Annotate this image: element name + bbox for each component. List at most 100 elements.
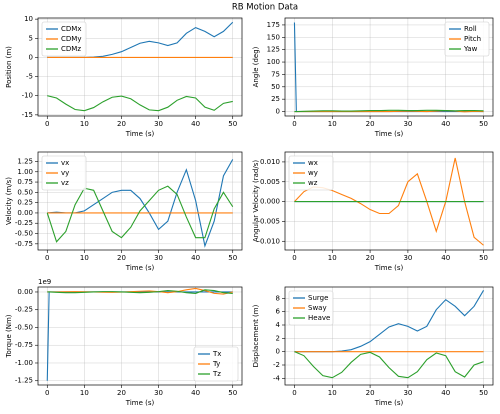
series-line xyxy=(47,289,233,294)
y-tick-label: 75 xyxy=(271,70,280,78)
x-tick-label: 20 xyxy=(117,254,126,262)
y-tick-label: 4 xyxy=(276,321,281,329)
y-axis-label: Velocity (m/s) xyxy=(5,177,13,225)
legend-label: vz xyxy=(61,179,69,187)
legend-label: wx xyxy=(308,159,318,167)
y-tick-label: -0.25 xyxy=(15,306,33,314)
y-tick-label: -15 xyxy=(22,111,33,119)
y-tick-label: -0.75 xyxy=(15,341,33,349)
x-tick-label: 20 xyxy=(366,389,375,397)
y-tick-label: 1.25 xyxy=(17,157,33,165)
legend-label: wz xyxy=(308,179,318,187)
y-axis-label: Angle (deg) xyxy=(252,46,260,87)
x-axis-label: Time (s) xyxy=(374,264,404,272)
axes-frame xyxy=(37,17,243,117)
x-tick-label: 40 xyxy=(441,254,450,262)
legend-label: Tx xyxy=(212,350,221,358)
x-tick-label: 50 xyxy=(228,254,237,262)
series-line xyxy=(294,109,484,113)
x-tick-label: 40 xyxy=(191,120,200,128)
y-tick-label: -0.50 xyxy=(15,230,33,238)
y-tick-label: 0.00 xyxy=(17,288,33,296)
legend-box xyxy=(41,155,87,191)
y-tick-label: 175 xyxy=(267,21,280,29)
axes-frame xyxy=(284,17,494,117)
legend-box xyxy=(444,21,490,57)
y-tick-label: -10 xyxy=(22,92,33,100)
y-tick-label: 1.00 xyxy=(17,168,33,176)
axes-frame xyxy=(284,151,494,251)
x-tick-label: 40 xyxy=(441,389,450,397)
y-tick-label: 0 xyxy=(276,108,280,116)
x-tick-label: 0 xyxy=(45,254,49,262)
y-tick-label: 125 xyxy=(267,46,280,54)
offset-text: 1e9 xyxy=(38,278,51,286)
legend-label: Roll xyxy=(464,25,477,33)
y-tick-label: -0.010 xyxy=(257,237,280,245)
legend-label: Tz xyxy=(212,370,221,378)
x-tick-label: 20 xyxy=(117,120,126,128)
x-tick-label: 0 xyxy=(45,389,49,397)
y-tick-label: -4 xyxy=(273,374,281,382)
y-tick-label: 0.010 xyxy=(260,158,280,166)
y-tick-label: 0.000 xyxy=(260,198,280,206)
legend-label: CDMx xyxy=(61,25,81,33)
x-tick-label: 40 xyxy=(441,120,450,128)
series-line xyxy=(46,185,234,243)
x-axis-label: Time (s) xyxy=(374,399,404,407)
x-axis-label: Time (s) xyxy=(374,130,404,138)
legend-label: vy xyxy=(61,169,69,177)
axes-frame xyxy=(37,151,243,251)
x-tick-label: 30 xyxy=(154,120,163,128)
x-axis-label: Time (s) xyxy=(125,264,155,272)
y-axis-label: Position (m) xyxy=(5,46,13,88)
x-tick-label: 20 xyxy=(366,254,375,262)
y-tick-label: 2 xyxy=(276,334,280,342)
y-tick-label: 0.75 xyxy=(17,178,33,186)
y-tick-label: 0.25 xyxy=(17,199,33,207)
y-tick-label: -1.25 xyxy=(15,377,33,385)
legend-label: wy xyxy=(308,169,318,177)
x-tick-label: 20 xyxy=(117,389,126,397)
legend-box xyxy=(288,290,334,326)
y-tick-label: 0.005 xyxy=(260,178,280,186)
legend-label: Yaw xyxy=(463,45,478,53)
series-line xyxy=(47,95,233,112)
x-tick-label: 10 xyxy=(328,389,337,397)
x-tick-label: 0 xyxy=(292,254,296,262)
axes-frame xyxy=(37,286,243,386)
legend-label: Pitch xyxy=(464,35,481,43)
series-line xyxy=(47,159,234,248)
y-axis-label: Displacement (m) xyxy=(252,304,260,367)
x-tick-label: 40 xyxy=(191,389,200,397)
y-tick-label: -1.00 xyxy=(15,359,33,367)
y-tick-label: 8 xyxy=(276,294,280,302)
legend-box xyxy=(193,346,239,382)
legend-label: vx xyxy=(61,159,69,167)
y-tick-label: 0 xyxy=(29,53,33,61)
y-tick-label: 0 xyxy=(276,348,280,356)
x-tick-label: 40 xyxy=(191,254,200,262)
x-tick-label: 50 xyxy=(479,254,488,262)
legend-box xyxy=(41,21,87,57)
legend-label: Heave xyxy=(308,314,330,322)
y-tick-label: 10 xyxy=(24,15,33,23)
legend-label: Surge xyxy=(308,294,328,302)
x-tick-label: 50 xyxy=(479,389,488,397)
x-tick-label: 0 xyxy=(292,120,296,128)
x-tick-label: 0 xyxy=(45,120,49,128)
x-tick-label: 10 xyxy=(328,254,337,262)
x-tick-label: 0 xyxy=(292,389,296,397)
y-axis-label: Torque (Nm) xyxy=(5,314,13,358)
x-axis-label: Time (s) xyxy=(125,130,155,138)
x-axis-label: Time (s) xyxy=(125,399,155,407)
x-tick-label: 30 xyxy=(154,389,163,397)
x-tick-label: 10 xyxy=(80,389,89,397)
y-tick-label: -5 xyxy=(26,73,33,81)
legend-label: Sway xyxy=(308,304,327,312)
y-tick-label: 5 xyxy=(29,34,33,42)
y-tick-label: -2 xyxy=(273,361,280,369)
legend-label: CDMy xyxy=(61,35,81,43)
y-tick-label: -0.75 xyxy=(15,240,33,248)
